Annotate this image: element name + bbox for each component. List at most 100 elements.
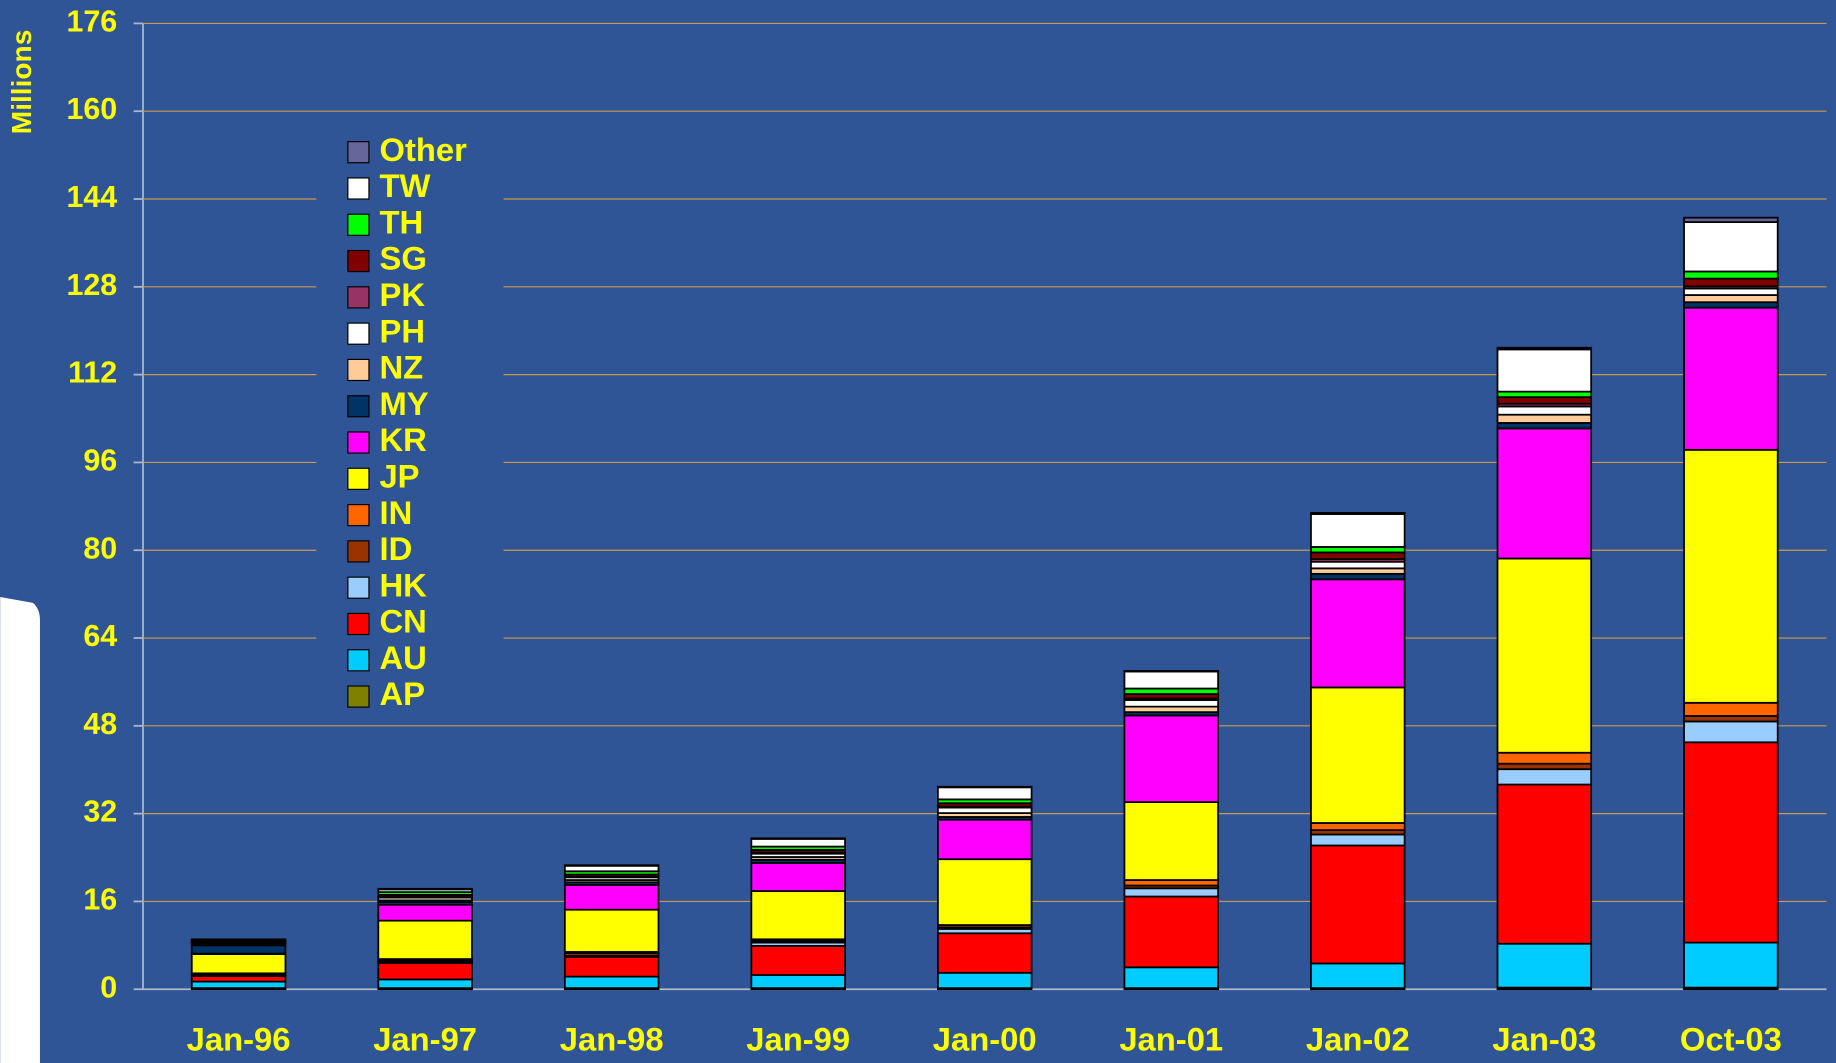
bar-segment	[1496, 405, 1593, 416]
legend-swatch	[347, 431, 370, 454]
bar-segment	[1683, 306, 1779, 451]
bar-segment	[1496, 348, 1593, 393]
bar-segment	[190, 953, 287, 975]
legend-swatch	[347, 322, 370, 345]
legend-swatch	[347, 141, 370, 164]
legend-swatch	[347, 576, 370, 599]
bar-segment	[750, 862, 846, 892]
x-tick-label: Oct-03	[1680, 1021, 1782, 1058]
legend-swatch	[347, 503, 370, 527]
legend-swatch	[347, 540, 370, 563]
bar-segment	[377, 887, 473, 891]
bar-segment	[1683, 720, 1779, 744]
y-tick-label: 64	[83, 619, 117, 653]
bar-segment	[1310, 822, 1406, 831]
bar-segment	[1123, 670, 1219, 690]
bar-segment	[1683, 287, 1779, 296]
labels: 0 16 32 48 64 80 96 112 128 144 160 176 Jan-96 Jan-97…	[66, 4, 1781, 1057]
bar-segment	[563, 884, 660, 911]
y-tick-label: 0	[100, 970, 117, 1004]
bar-segment	[937, 932, 1033, 974]
bar-segment	[1123, 714, 1219, 803]
bar-segment	[563, 955, 660, 978]
y-tick-label: 80	[83, 531, 117, 565]
x-tick-label: Jan-96	[187, 1021, 291, 1058]
legend-label: SG	[379, 240, 426, 277]
y-tick-label: 176	[66, 4, 117, 38]
bar-segment	[1310, 560, 1406, 570]
bar-segment	[563, 864, 660, 867]
legend-label: CN	[379, 603, 426, 640]
bar-segment	[1496, 768, 1593, 786]
legend-swatch	[347, 249, 370, 273]
legend-label: ID	[379, 530, 412, 567]
bar-segment	[1496, 783, 1593, 945]
side-panel	[0, 597, 40, 1063]
legend-label: NZ	[379, 349, 423, 386]
legend-label: TH	[379, 203, 423, 240]
bar-segment	[1683, 448, 1779, 704]
y-tick-label: 144	[66, 180, 117, 214]
bar-segment	[750, 974, 846, 990]
legend-label: KR	[379, 421, 426, 458]
bar-segment	[937, 786, 1033, 801]
legend-swatch	[347, 395, 370, 418]
bar-segment	[1496, 413, 1593, 424]
legend-swatch	[347, 467, 370, 490]
bar-segment	[750, 837, 846, 840]
legend-label: Other	[379, 131, 467, 168]
legend-label: PH	[379, 312, 425, 349]
bar-segment	[1310, 513, 1406, 548]
bar-segment	[1123, 887, 1219, 898]
bar-segment	[377, 962, 473, 981]
bar-segment	[1496, 557, 1593, 754]
bar-segment	[1310, 551, 1406, 560]
bar-segment	[563, 975, 660, 990]
bar-segment	[937, 858, 1033, 926]
legend-swatch	[347, 649, 370, 672]
legend-label: HK	[379, 566, 427, 603]
bar-segment	[1683, 701, 1779, 717]
bar-segment	[1496, 396, 1593, 405]
bar-segment	[1683, 270, 1779, 280]
legend-label: PK	[379, 276, 425, 313]
bar-segment	[1123, 699, 1219, 708]
bar-segment	[190, 944, 287, 955]
bar-segment	[1123, 670, 1219, 673]
x-tick-label: Jan-00	[933, 1021, 1037, 1058]
y-tick-label: 32	[83, 795, 117, 829]
y-tick-label: 128	[66, 268, 117, 302]
bar-segment	[377, 919, 473, 960]
bar-segment	[1310, 844, 1406, 965]
bar-segment	[1310, 512, 1406, 515]
bar-segment	[750, 890, 846, 941]
legend-label: JP	[379, 457, 419, 494]
bar-segment	[1496, 427, 1593, 560]
legend-label: IN	[379, 494, 412, 531]
x-tick-label: Jan-98	[560, 1021, 664, 1058]
bar-segment	[1310, 578, 1406, 689]
bar-segment	[750, 838, 846, 848]
bar-segment	[1496, 942, 1593, 989]
bar-segment	[1310, 962, 1406, 990]
bar-segment	[1683, 221, 1779, 273]
legend-label: TW	[379, 167, 430, 204]
legend-label: AU	[379, 639, 426, 676]
bar-segment	[1123, 966, 1219, 990]
y-tick-label: 160	[66, 92, 117, 126]
legend-swatch	[347, 177, 370, 200]
x-tick-label: Jan-03	[1492, 1021, 1596, 1058]
bar-segment	[1496, 346, 1593, 351]
legend-swatch	[347, 612, 370, 636]
legend-swatch	[347, 286, 370, 309]
bar-segment	[1683, 741, 1779, 944]
bar-segment	[750, 945, 846, 976]
bar-segment	[377, 903, 473, 922]
bar-segment	[1310, 686, 1406, 824]
bar-segment	[1683, 277, 1779, 288]
y-tick-label: 112	[68, 356, 117, 390]
bar-segment	[190, 938, 287, 941]
bar-segment	[937, 971, 1033, 990]
